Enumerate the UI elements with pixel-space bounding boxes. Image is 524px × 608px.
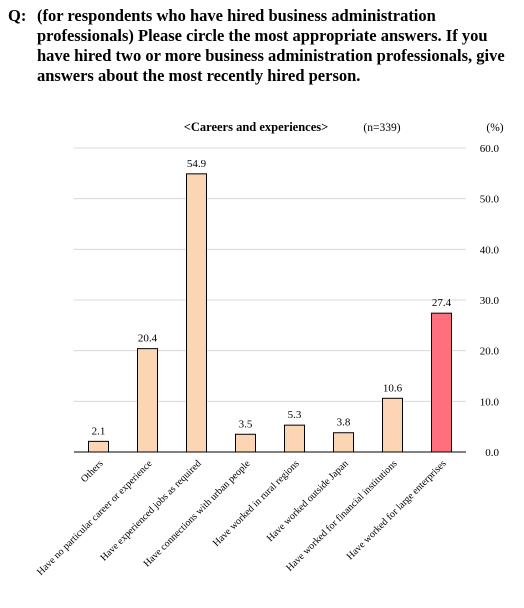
y-tick-label: 10.0 xyxy=(480,396,500,408)
chart-title: <Careers and experiences> xyxy=(184,120,329,134)
data-label: 20.4 xyxy=(138,333,158,345)
data-label: 27.4 xyxy=(432,297,452,309)
sample-size-label: (n=339) xyxy=(363,122,400,134)
gridlines xyxy=(74,147,466,453)
x-tick-label: Have worked for large enterprises xyxy=(345,458,449,562)
bars xyxy=(88,173,452,453)
y-tick-label: 30.0 xyxy=(480,295,500,307)
x-tick-label: Have experienced jobs as required xyxy=(98,458,203,563)
y-tick-label: 20.0 xyxy=(480,346,500,358)
question-prefix: Q: xyxy=(8,6,27,25)
y-tick-label: 40.0 xyxy=(480,244,500,256)
x-tick-label: Others xyxy=(79,458,106,485)
bar xyxy=(431,312,452,453)
x-tick-label: Have connections with urban people xyxy=(142,458,253,569)
y-axis-ticks: 0.0 10.0 20.0 30.0 40.0 50.0 60.0 xyxy=(480,143,500,459)
bar xyxy=(137,348,158,453)
bar xyxy=(284,424,305,453)
data-label: 54.9 xyxy=(187,158,207,170)
y-tick-label: 60.0 xyxy=(480,143,500,155)
bar xyxy=(333,432,354,453)
bar xyxy=(88,440,109,453)
bar xyxy=(235,433,256,453)
question-text: (for respondents who have hired business… xyxy=(37,6,505,85)
y-tick-label: 50.0 xyxy=(480,194,500,206)
data-label: 3.8 xyxy=(337,417,351,429)
unit-label: (%) xyxy=(486,122,503,134)
bar xyxy=(382,397,403,453)
data-label: 2.1 xyxy=(92,425,106,437)
x-tick-label: Have worked outside Japan xyxy=(265,458,351,544)
data-label: 3.5 xyxy=(239,418,253,430)
y-tick-label: 0.0 xyxy=(485,447,499,459)
x-tick-label: Have worked in rural regions xyxy=(211,458,302,549)
bar xyxy=(186,173,207,453)
data-label: 10.6 xyxy=(383,382,403,394)
data-labels: 2.1 20.4 54.9 3.5 5.3 3.8 10.6 27.4 xyxy=(92,158,452,438)
data-label: 5.3 xyxy=(288,409,302,421)
